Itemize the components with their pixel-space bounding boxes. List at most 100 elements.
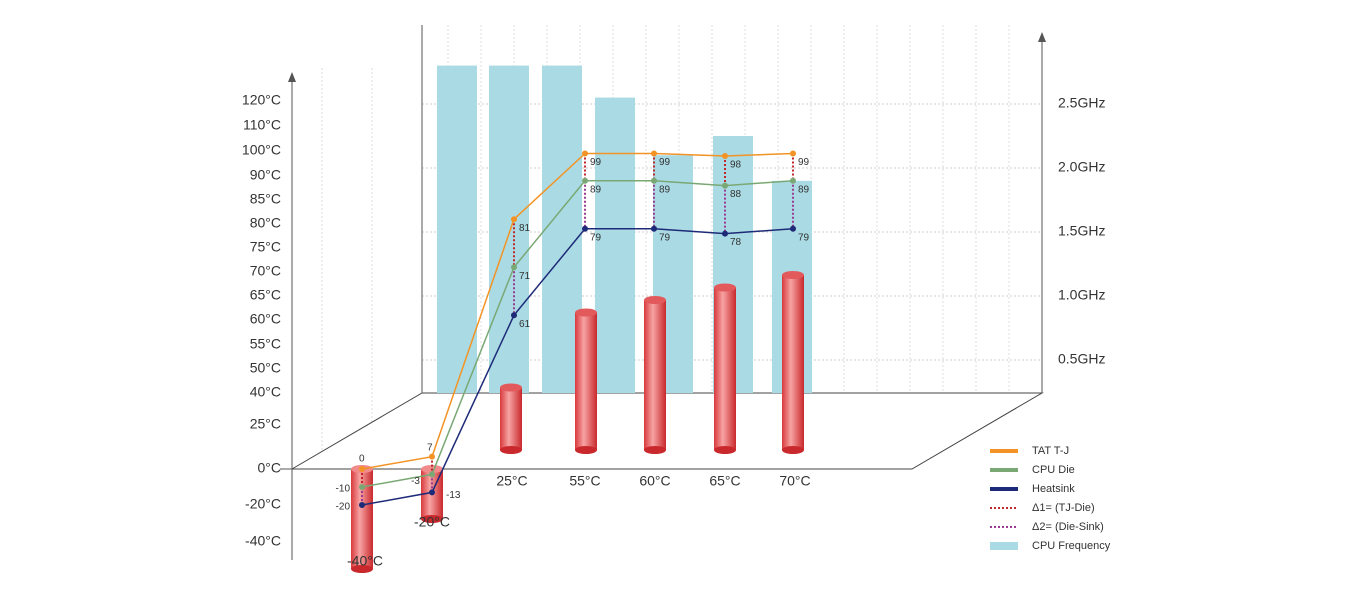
point bbox=[651, 150, 657, 157]
y2-tick-label: 1.0GHz bbox=[1058, 287, 1105, 303]
data-label: 81 bbox=[519, 223, 531, 234]
cylinder-bottom bbox=[644, 446, 666, 454]
y-tick-label: 85°C bbox=[250, 191, 281, 207]
y-tick-label: 75°C bbox=[250, 239, 281, 255]
point bbox=[582, 177, 588, 184]
y-tick-label: -40°C bbox=[245, 533, 281, 549]
point bbox=[722, 182, 728, 189]
legend-label: Δ2= (Die-Sink) bbox=[1032, 521, 1104, 533]
legend-swatch bbox=[990, 542, 1018, 550]
x-tick-label: 60°C bbox=[639, 473, 670, 489]
data-label: 99 bbox=[659, 157, 671, 168]
y-tick-label: 0°C bbox=[258, 460, 282, 476]
floor bbox=[290, 392, 1044, 470]
y2-tick-label: 2.0GHz bbox=[1058, 159, 1105, 175]
legend-label: Δ1= (TJ-Die) bbox=[1032, 502, 1095, 514]
y-tick-label: 40°C bbox=[250, 384, 281, 400]
data-label: -10 bbox=[336, 484, 351, 495]
y-tick-label: 120°C bbox=[242, 92, 281, 108]
cylinder-top bbox=[644, 296, 666, 304]
point bbox=[511, 264, 517, 271]
cylinder-top bbox=[782, 271, 804, 279]
point bbox=[790, 150, 796, 157]
data-label: 78 bbox=[730, 237, 742, 248]
data-label: 0 bbox=[359, 454, 365, 465]
data-label: 89 bbox=[798, 184, 810, 195]
cylinder bbox=[644, 300, 666, 450]
cylinder-top bbox=[500, 383, 522, 392]
data-label: -3 bbox=[411, 476, 420, 487]
cylinder bbox=[351, 469, 373, 569]
cylinder-bottom bbox=[782, 446, 804, 454]
x-tick-label: 55°C bbox=[569, 473, 600, 489]
data-label: 88 bbox=[730, 189, 742, 200]
y2-tick-label: 1.5GHz bbox=[1058, 223, 1105, 239]
data-label: -20 bbox=[336, 502, 351, 513]
cylinder-bottom bbox=[421, 515, 443, 523]
y-tick-label: 60°C bbox=[250, 311, 281, 327]
y-tick-label: 110°C bbox=[243, 117, 281, 133]
point bbox=[582, 150, 588, 157]
point bbox=[651, 177, 657, 184]
legend-label: CPU Frequency bbox=[1032, 540, 1111, 552]
y2-tick-label: 2.5GHz bbox=[1058, 95, 1105, 111]
y-tick-label: 55°C bbox=[250, 336, 281, 352]
point bbox=[511, 312, 517, 319]
data-label: -13 bbox=[446, 490, 461, 501]
cylinder bbox=[714, 287, 736, 450]
point bbox=[722, 153, 728, 159]
data-label: 61 bbox=[519, 319, 531, 330]
x-tick-label: 70°C bbox=[779, 473, 810, 489]
point bbox=[651, 225, 657, 232]
x-tick-label: -20°C bbox=[414, 514, 450, 530]
cylinder-bottom bbox=[575, 446, 597, 454]
y-tick-label: 70°C bbox=[250, 263, 281, 279]
point bbox=[429, 453, 435, 460]
frequency-bar bbox=[489, 65, 529, 393]
point bbox=[582, 225, 588, 232]
data-label: 7 bbox=[427, 442, 433, 453]
data-label: 79 bbox=[798, 232, 810, 243]
y-tick-label: 50°C bbox=[250, 360, 281, 376]
y-tick-label: 90°C bbox=[250, 167, 281, 183]
point bbox=[359, 502, 365, 508]
data-label: 98 bbox=[730, 160, 742, 171]
cylinder bbox=[500, 387, 522, 450]
point bbox=[359, 484, 365, 490]
data-label: 89 bbox=[659, 184, 671, 195]
y-tick-label: 80°C bbox=[250, 215, 281, 231]
point bbox=[429, 489, 435, 496]
point bbox=[511, 216, 517, 223]
legend-label: CPU Die bbox=[1032, 464, 1075, 476]
legend-label: Heatsink bbox=[1032, 483, 1075, 495]
frequency-bar bbox=[595, 97, 635, 393]
cylinder bbox=[575, 312, 597, 450]
point bbox=[429, 471, 435, 478]
cylinder bbox=[782, 275, 804, 450]
data-label: 79 bbox=[659, 232, 671, 243]
point bbox=[790, 177, 796, 184]
y2-tick-label: 0.5GHz bbox=[1058, 351, 1105, 367]
y-tick-label: 65°C bbox=[250, 287, 281, 303]
data-label: 99 bbox=[798, 157, 810, 168]
point bbox=[790, 225, 796, 232]
data-label: 99 bbox=[590, 157, 602, 168]
x-tick-label: -40°C bbox=[347, 553, 383, 569]
y-tick-label: 25°C bbox=[250, 416, 281, 432]
data-label: 79 bbox=[590, 232, 602, 243]
point bbox=[359, 466, 365, 472]
cylinder-bottom bbox=[351, 565, 373, 573]
y-axis-arrow bbox=[288, 72, 296, 82]
y2-axis-arrow bbox=[1038, 32, 1046, 42]
cylinder-bottom bbox=[714, 446, 736, 454]
cylinder-bottom bbox=[500, 446, 522, 454]
legend-label: TAT T-J bbox=[1032, 445, 1069, 457]
x-tick-label: 25°C bbox=[496, 473, 527, 489]
x-tick-label: 65°C bbox=[709, 473, 740, 489]
y-tick-label: -20°C bbox=[245, 496, 281, 512]
frequency-bar bbox=[437, 65, 477, 393]
y-tick-label: 100°C bbox=[242, 142, 281, 158]
data-label: 71 bbox=[519, 271, 531, 282]
cylinder-top bbox=[714, 283, 736, 292]
